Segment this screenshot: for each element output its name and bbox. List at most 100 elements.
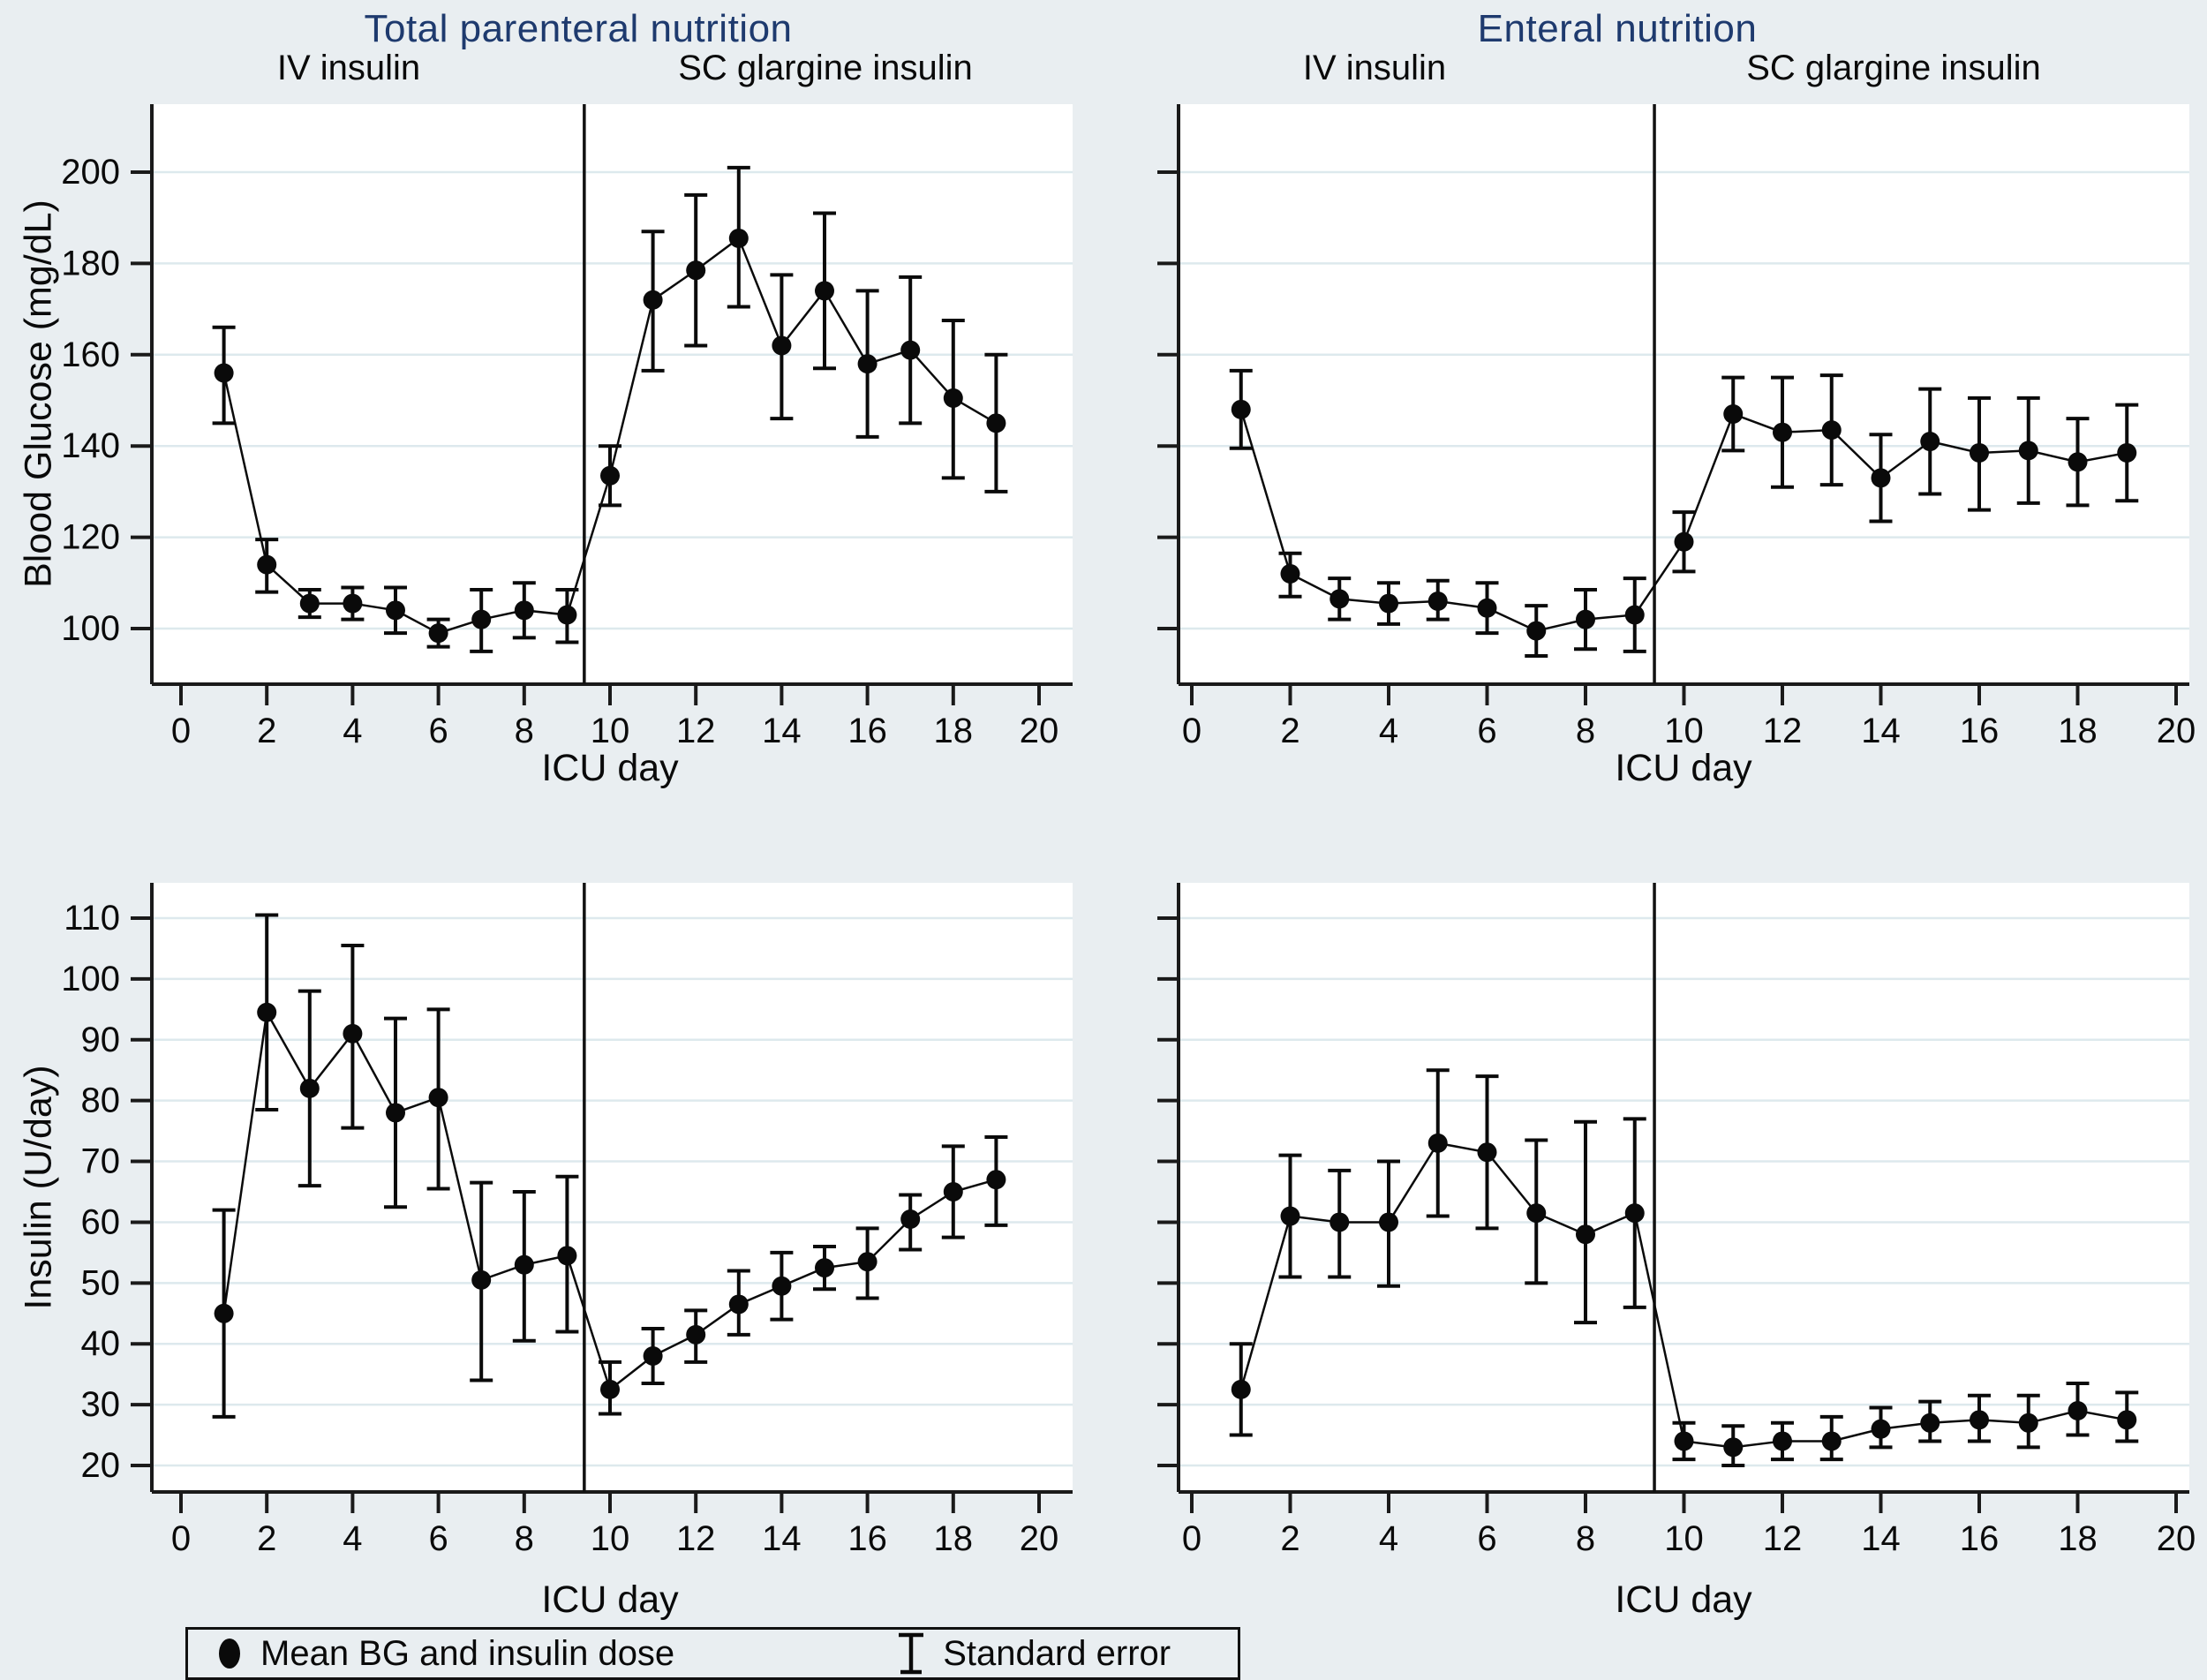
data-point [1280, 1206, 1300, 1226]
data-point [686, 260, 706, 281]
data-point [1970, 442, 1989, 463]
y-tick-label: 20 [81, 1446, 121, 1485]
x-tick-label: 10 [591, 712, 630, 750]
x-tick-label: 8 [1576, 1519, 1595, 1558]
x-tick-label: 20 [1020, 1519, 1059, 1558]
data-point [1624, 605, 1645, 625]
data-point [1674, 1431, 1694, 1451]
data-point [772, 335, 792, 356]
x-axis: 0 2 4 6 8 10 12 14 16 18 20 [1179, 1490, 2196, 1558]
data-point [600, 1379, 620, 1399]
x-tick-label: 4 [343, 712, 362, 750]
x-tick-label: 14 [1861, 1519, 1901, 1558]
data-point [1526, 1203, 1547, 1224]
x-tick-label: 8 [1576, 712, 1595, 750]
data-point [1773, 422, 1792, 442]
legend-se-group: Standard error [895, 1631, 1171, 1676]
x-tick-label: 16 [1960, 712, 2000, 750]
x-tick-label: 2 [1280, 712, 1299, 750]
data-point [2068, 1400, 2088, 1420]
legend-mean-label: Mean BG and insulin dose [260, 1633, 675, 1673]
data-point [1723, 1437, 1744, 1458]
x-tick-label: 16 [847, 1519, 887, 1558]
data-point [1970, 1410, 1989, 1430]
data-point [1674, 531, 1694, 552]
x-tick-label: 0 [171, 1519, 191, 1558]
data-point [772, 1276, 792, 1296]
plot-area [1179, 883, 2189, 1492]
data-point [728, 1294, 749, 1315]
x-tick-label: 10 [591, 1519, 630, 1558]
x-tick-label: 16 [1960, 1519, 2000, 1558]
data-points [1231, 1133, 2137, 1458]
y-tick-label: 180 [61, 244, 120, 283]
data-point [257, 554, 277, 575]
phase-label-enteral-sc-glargine: SC glargine insulin [1746, 49, 2041, 87]
y-tick-label: 160 [61, 335, 120, 374]
y-tick-label: 80 [81, 1081, 121, 1120]
y-tick-label: 30 [81, 1385, 121, 1424]
x-tick-label: 20 [2157, 1519, 2196, 1558]
data-point [815, 1258, 834, 1278]
data-point [728, 228, 749, 248]
x-tick-label: 4 [1379, 712, 1398, 750]
data-point [2117, 1410, 2137, 1430]
x-tick-label: 12 [676, 712, 716, 750]
x-tick-label: 4 [1379, 1519, 1398, 1558]
data-point [386, 1103, 405, 1123]
legend-se-label: Standard error [943, 1633, 1171, 1673]
data-point [1526, 621, 1547, 641]
x-tick-label: 18 [2058, 1519, 2098, 1558]
data-point [2117, 442, 2137, 463]
data-point [2018, 1413, 2038, 1433]
x-tick-label: 12 [1763, 1519, 1803, 1558]
y-axis [1157, 883, 1180, 1492]
x-axis: 0 2 4 6 8 10 12 14 16 18 20 [1179, 682, 2196, 750]
y-tick-label: 120 [61, 518, 120, 557]
data-point [343, 593, 363, 614]
data-point [686, 1324, 706, 1345]
data-point [343, 1023, 363, 1043]
data-point [1477, 598, 1497, 618]
data-point [557, 605, 577, 625]
data-point [900, 1209, 921, 1229]
plot-area [152, 104, 1073, 684]
x-tick-label: 10 [1664, 712, 1704, 750]
x-tick-label: 8 [515, 1519, 534, 1558]
y-tick-label: 40 [81, 1324, 121, 1363]
phase-label-enteral-iv-insulin: IV insulin [1302, 49, 1447, 87]
data-point [986, 413, 1006, 433]
phase-label-tpn-iv-insulin: IV insulin [276, 49, 421, 87]
data-point [1231, 1379, 1251, 1399]
x-tick-label: 6 [1477, 712, 1496, 750]
data-point [471, 609, 492, 629]
y-tick-label: 70 [81, 1142, 121, 1181]
x-axis-title-top-left: ICU day [541, 747, 679, 789]
x-axis: 0 2 4 6 8 10 12 14 16 18 20 [152, 682, 1073, 750]
mean-marker-icon [219, 1639, 240, 1669]
data-point [815, 281, 834, 301]
data-point [857, 354, 878, 374]
data-point [943, 388, 963, 408]
chart-tpn-insulin: 20 30 40 50 60 70 80 90 100 110 0 2 4 6 8 10 12 14 16 18 20 [61, 883, 1073, 1558]
data-point [1821, 1431, 1842, 1451]
x-tick-label: 8 [515, 712, 534, 750]
x-tick-label: 18 [934, 712, 974, 750]
data-point [643, 1345, 663, 1366]
y-tick-label: 100 [61, 609, 120, 648]
y-tick-label: 50 [81, 1263, 121, 1302]
chart-tpn-blood-glucose: 100 120 140 160 180 200 0 2 4 6 8 10 12 14 16 18 20 [61, 104, 1073, 750]
y-tick-label: 90 [81, 1021, 121, 1059]
data-points [214, 1002, 1006, 1399]
data-point [1280, 563, 1300, 584]
data-point [428, 623, 448, 644]
data-point [514, 1254, 534, 1275]
x-tick-label: 12 [1763, 712, 1803, 750]
data-point [1379, 593, 1398, 614]
x-tick-label: 20 [1020, 712, 1059, 750]
data-point [986, 1170, 1006, 1190]
data-point [1920, 432, 1940, 452]
x-tick-label: 6 [1477, 1519, 1496, 1558]
x-tick-label: 4 [343, 1519, 362, 1558]
data-point [857, 1252, 878, 1272]
